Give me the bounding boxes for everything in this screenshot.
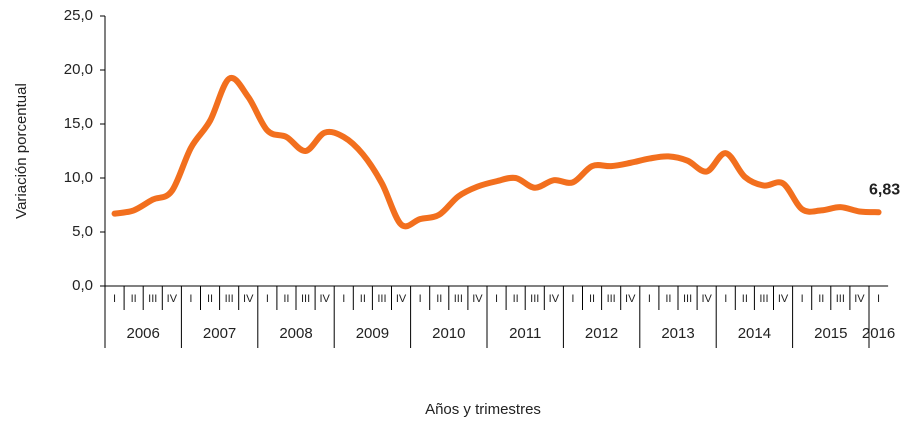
- x-tick-label: II: [742, 293, 748, 305]
- x-tick-label: IV: [625, 293, 636, 305]
- x-tick-label: IV: [854, 293, 865, 305]
- y-tick-label: 20,0: [64, 61, 93, 78]
- year-label: 2008: [279, 325, 312, 342]
- x-tick-label: III: [377, 293, 386, 305]
- year-label: 2015: [814, 325, 847, 342]
- year-label: 2011: [509, 325, 541, 342]
- y-axis-title: Variación porcentual: [13, 83, 30, 219]
- x-tick-label: I: [113, 293, 116, 305]
- x-tick-label: II: [360, 293, 366, 305]
- y-tick-label: 25,0: [64, 7, 93, 24]
- x-tick-label: IV: [472, 293, 483, 305]
- x-axis-title: Años y trimestres: [425, 401, 541, 418]
- x-tick-label: II: [131, 293, 137, 305]
- year-label: 2014: [738, 325, 771, 342]
- data-label: 6,83: [869, 181, 900, 198]
- x-tick-label: I: [342, 293, 345, 305]
- year-label: 2009: [356, 325, 389, 342]
- x-tick-label: II: [818, 293, 824, 305]
- data-line: [111, 75, 882, 230]
- x-tick-label: IV: [778, 293, 789, 305]
- x-tick-label: I: [724, 293, 727, 305]
- x-tick-label: I: [495, 293, 498, 305]
- y-tick-label: 10,0: [64, 169, 93, 186]
- x-tick-label: III: [530, 293, 539, 305]
- x-tick-label: II: [283, 293, 289, 305]
- x-tick-label: III: [225, 293, 234, 305]
- x-tick-label: I: [189, 293, 192, 305]
- x-tick-label: II: [207, 293, 213, 305]
- x-tick-label: I: [571, 293, 574, 305]
- x-tick-label: I: [801, 293, 804, 305]
- year-label: 2013: [661, 325, 694, 342]
- year-label: 2007: [203, 325, 236, 342]
- x-tick-label: IV: [167, 293, 178, 305]
- x-tick-label: III: [836, 293, 845, 305]
- x-tick-label: I: [419, 293, 422, 305]
- x-tick-label: I: [266, 293, 269, 305]
- x-tick-label: IV: [549, 293, 560, 305]
- year-label: 2006: [127, 325, 160, 342]
- x-tick-label: IV: [243, 293, 254, 305]
- x-tick-label: III: [683, 293, 692, 305]
- x-tick-label: I: [648, 293, 651, 305]
- year-label: 2012: [585, 325, 618, 342]
- x-tick-label: III: [454, 293, 463, 305]
- x-tick-label: II: [589, 293, 595, 305]
- x-tick-label: III: [607, 293, 616, 305]
- x-tick-label: I: [877, 293, 880, 305]
- x-tick-label: IV: [319, 293, 330, 305]
- x-tick-label: II: [513, 293, 519, 305]
- y-tick-label: 5,0: [72, 223, 93, 240]
- year-label: 2010: [432, 325, 465, 342]
- y-tick-label: 15,0: [64, 115, 93, 132]
- x-tick-label: IV: [396, 293, 407, 305]
- x-tick-label: III: [759, 293, 768, 305]
- y-tick-label: 0,0: [72, 277, 93, 294]
- year-label: 2016: [862, 325, 895, 342]
- x-tick-label: III: [301, 293, 310, 305]
- x-tick-label: III: [148, 293, 157, 305]
- x-tick-label: II: [665, 293, 671, 305]
- x-tick-label: II: [436, 293, 442, 305]
- x-tick-label: IV: [701, 293, 712, 305]
